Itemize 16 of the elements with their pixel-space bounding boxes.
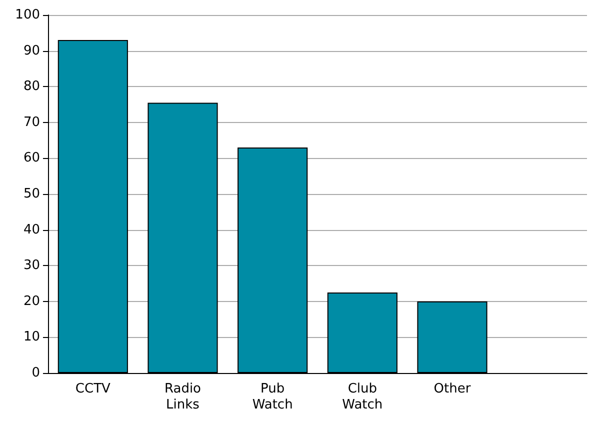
y-tick-label: 60 xyxy=(23,150,40,166)
y-tick-label: 40 xyxy=(23,222,40,238)
x-tick-label: Club Watch xyxy=(342,382,383,412)
x-tick-label: Pub Watch xyxy=(252,382,293,412)
y-tick-label: 100 xyxy=(15,8,40,22)
x-tick-label: Radio Links xyxy=(164,382,202,412)
y-tick-label: 50 xyxy=(23,186,40,202)
x-tick-label: CCTV xyxy=(75,382,111,396)
y-tick-label: 80 xyxy=(23,79,40,94)
y-tick-label: 70 xyxy=(23,114,40,130)
y-tick-label: 30 xyxy=(23,258,40,274)
x-tick-label: Other xyxy=(434,382,472,396)
y-tick-label: 10 xyxy=(23,330,40,345)
y-tick-label: 20 xyxy=(23,294,40,309)
y-tick-label: 0 xyxy=(32,366,40,380)
y-tick-label: 90 xyxy=(23,43,40,58)
